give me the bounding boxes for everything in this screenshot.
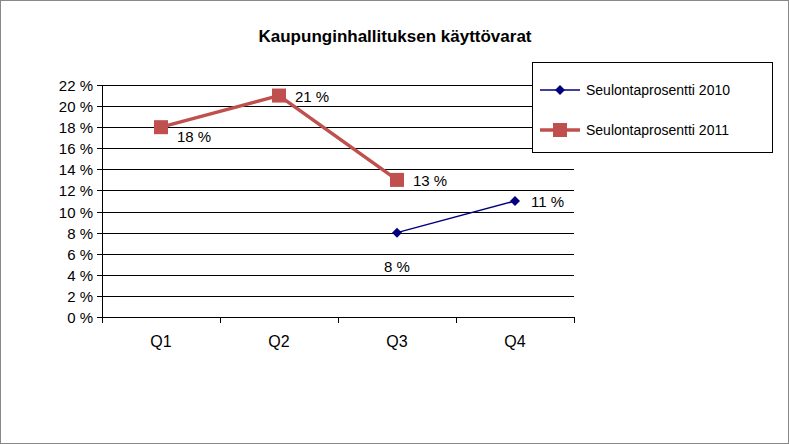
legend-box — [533, 63, 773, 153]
legend-label: Seulontaprosentti 2010 — [586, 82, 730, 98]
marker — [392, 228, 402, 238]
y-tick-label: 16 % — [59, 140, 93, 157]
y-tick — [97, 296, 102, 297]
series-line — [161, 96, 397, 180]
x-tick-label: Q2 — [268, 333, 289, 350]
grid-line — [102, 85, 574, 86]
y-tick-label: 10 % — [59, 204, 93, 221]
grid-line — [102, 127, 574, 128]
y-tick — [97, 317, 102, 318]
grid-line — [102, 254, 574, 255]
x-tick — [338, 317, 339, 323]
y-tick-label: 2 % — [67, 288, 93, 305]
y-tick-label: 20 % — [59, 98, 93, 115]
grid-line — [102, 169, 574, 170]
data-label: 11 % — [531, 193, 564, 210]
y-tick — [97, 254, 102, 255]
grid-line — [102, 190, 574, 191]
y-tick — [97, 275, 102, 276]
y-tick-label: 6 % — [67, 246, 93, 263]
grid-line — [102, 106, 574, 107]
legend: Seulontaprosentti 2010 Seulontaprosentti … — [533, 63, 773, 153]
grid-line — [102, 148, 574, 149]
chart: Kaupunginhallituksen käyttövarat 0 % 2 % 4 … — [0, 0, 789, 444]
x-tick-label: Q1 — [150, 333, 171, 350]
y-tick-label: 18 % — [59, 119, 93, 136]
data-label: 21 % — [295, 88, 329, 105]
grid-line — [102, 275, 574, 276]
y-axis — [102, 85, 103, 317]
y-tick — [97, 85, 102, 86]
grid-line — [102, 233, 574, 234]
y-tick — [97, 169, 102, 170]
x-tick — [456, 317, 457, 323]
marker — [272, 89, 286, 103]
marker — [553, 123, 567, 137]
x-tick-label: Q4 — [504, 333, 525, 350]
data-label: 8 % — [384, 258, 410, 275]
chart-frame — [1, 1, 789, 444]
marks — [154, 89, 520, 238]
x-tick — [102, 317, 103, 323]
y-tick-label: 22 % — [59, 77, 93, 94]
y-tick — [97, 190, 102, 191]
marker — [390, 173, 404, 187]
title: Kaupunginhallituksen käyttövarat — [259, 27, 532, 46]
grid-line — [102, 296, 574, 297]
y-tick-label: 4 % — [67, 267, 93, 284]
y-tick — [97, 127, 102, 128]
y-tick-label: 8 % — [67, 225, 93, 242]
marker — [510, 196, 520, 206]
data-label: 13 % — [413, 172, 447, 189]
legend-label: Seulontaprosentti 2011 — [586, 122, 729, 138]
grid-line — [102, 212, 574, 213]
data-label: 18 % — [177, 128, 211, 145]
x-tick — [574, 317, 575, 323]
x-tick — [220, 317, 221, 323]
y-tick — [97, 212, 102, 213]
y-tick-label: 0 % — [67, 309, 93, 326]
y-tick-label: 12 % — [59, 182, 93, 199]
y-tick — [97, 233, 102, 234]
marker — [154, 120, 168, 134]
x-tick-label: Q3 — [386, 333, 407, 350]
y-tick-label: 14 % — [59, 161, 93, 178]
y-tick — [97, 106, 102, 107]
y-tick — [97, 148, 102, 149]
series-line — [397, 201, 515, 233]
marker — [555, 85, 565, 95]
